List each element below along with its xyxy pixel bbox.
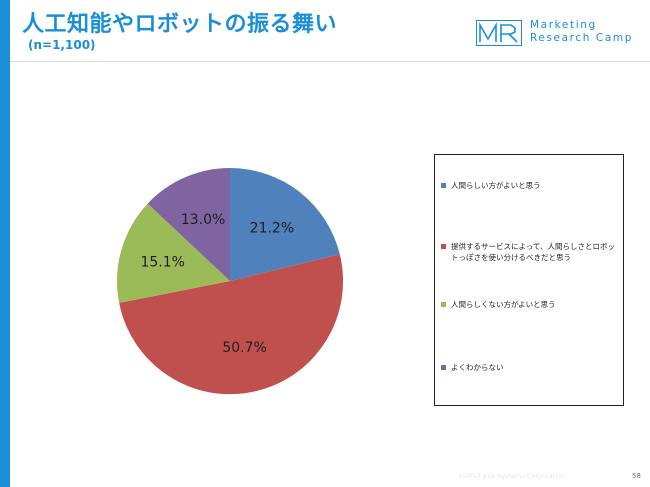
legend-label-human-like: 人間らしい方がよいと思う <box>451 181 541 190</box>
copyright-footer: ©2017 Just Systems Corporation <box>458 472 566 480</box>
data-label-not-sure: 13.0% <box>181 212 225 228</box>
pie-slice-not-human-like <box>117 203 230 303</box>
logo-wordmark: Marketing Research Camp <box>530 19 633 45</box>
pie-slice-depends-on-service <box>119 254 344 395</box>
pie-slice-not-sure <box>147 168 230 281</box>
logo: Marketing Research Camp <box>476 19 636 50</box>
page-number: 58 <box>632 472 641 480</box>
sample-size-subtitle: (n=1,100) <box>28 38 96 52</box>
legend-swatch-depends-on-service <box>441 244 446 249</box>
data-label-depends-on-service: 50.7% <box>222 340 266 356</box>
legend-label-depends-on-service: 提供するサービスによって、人間らしさとロボットっぽさを使い分けるべきだと思う <box>451 242 616 262</box>
left-accent-bar <box>0 0 10 487</box>
page-title: 人工知能やロボットの振る舞い <box>22 12 338 37</box>
legend-label-not-sure: よくわからない <box>451 363 504 372</box>
logo-line-1: Marketing <box>530 19 597 31</box>
logo-line-2: Research Camp <box>530 32 633 44</box>
data-label-human-like: 21.2% <box>250 221 294 237</box>
data-label-not-human-like: 15.1% <box>140 255 184 271</box>
pie-slice-human-like <box>230 168 340 281</box>
legend-swatch-human-like <box>441 183 446 188</box>
header-divider <box>10 61 650 62</box>
legend-swatch-not-human-like <box>441 302 446 307</box>
logo-mark-icon <box>476 20 522 46</box>
chart-legend: 人間らしい方がよいと思う提供するサービスによって、人間らしさとロボットっぽさを使… <box>434 154 624 406</box>
legend-label-not-human-like: 人間らしくない方がよいと思う <box>451 300 556 309</box>
legend-swatch-not-sure <box>441 365 446 370</box>
